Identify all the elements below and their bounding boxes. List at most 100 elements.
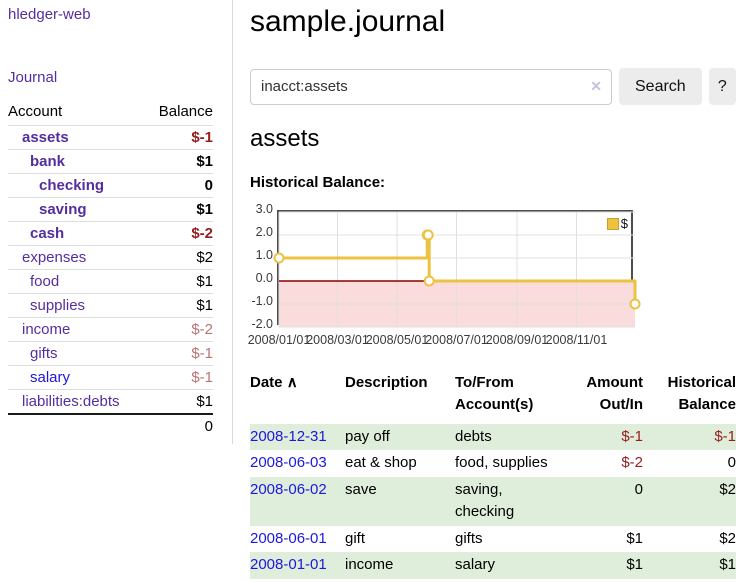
- sidebar-account-link[interactable]: gifts: [30, 345, 58, 362]
- transaction-description: gift: [345, 529, 366, 547]
- transaction-date-link[interactable]: 2008-06-01: [250, 529, 327, 547]
- sidebar: hledger-web Journal Account Balance asse…: [0, 0, 233, 444]
- transaction-description: income: [345, 556, 394, 573]
- account-row: checking 0: [8, 173, 213, 198]
- y-axis-tick-label: 3.0: [255, 202, 273, 216]
- search-button[interactable]: Search: [619, 68, 702, 105]
- transaction-date-cell: 2008-12-31: [250, 424, 345, 451]
- account-balance: $-1: [145, 125, 213, 150]
- register-header-row: Date ∧ Description To/From Account(s) Am…: [250, 370, 736, 424]
- account-balance: $2: [145, 245, 213, 270]
- y-axis-tick-label: -2.0: [251, 317, 273, 331]
- transaction-date-link[interactable]: 2008-12-31: [250, 427, 327, 445]
- account-row: cash $-2: [8, 221, 213, 246]
- search-box: ✕: [250, 68, 612, 105]
- chart-plot-area[interactable]: $: [273, 210, 641, 328]
- account-row: bank $1: [8, 149, 213, 174]
- account-balance: $-1: [145, 365, 213, 390]
- transaction-description: pay off: [345, 427, 390, 445]
- accounts-header-row: Account Balance: [8, 100, 213, 126]
- account-balance: $1: [145, 293, 213, 318]
- x-axis-tick-label: 2008/03/01: [306, 333, 369, 347]
- transaction-amount: 0: [634, 480, 643, 498]
- register-row: 2008-12-31 pay off debts $-1 $-1: [250, 423, 736, 451]
- accounts-header-account: Account: [8, 103, 63, 120]
- y-axis-tick-label: 0.0: [255, 271, 273, 285]
- sidebar-account-link[interactable]: saving: [39, 201, 87, 218]
- transaction-date-cell: 2008-06-03: [250, 450, 345, 477]
- account-balance: $1: [145, 269, 213, 294]
- register-row: 2008-06-01 gift gifts $1 $2: [250, 526, 736, 553]
- y-axis-tick-label: 1.0: [255, 248, 273, 262]
- date-header-label: Date: [250, 374, 283, 391]
- main-content: sample.journal ✕ Search ? assets Histori…: [233, 0, 742, 579]
- sidebar-account-link[interactable]: expenses: [22, 249, 87, 266]
- transaction-amount: $-1: [621, 427, 643, 445]
- sidebar-account-link[interactable]: liabilities:debts: [22, 393, 120, 410]
- sort-ascending-icon: ∧: [286, 374, 298, 391]
- journal-nav: Journal: [8, 69, 232, 86]
- balance-chart: $ 3.0 2.0 1.0 0.0 -1.0 -2.0 2008/01/01 2008/03/…: [247, 202, 736, 349]
- sidebar-account-link[interactable]: supplies: [30, 297, 86, 314]
- page-title: sample.journal: [250, 5, 446, 38]
- sidebar-account-link[interactable]: food: [30, 273, 60, 290]
- x-axis-tick-label: 2008/01/01: [247, 333, 311, 347]
- transaction-balance: 0: [727, 454, 736, 471]
- account-row: salary $-1: [8, 365, 213, 390]
- register-header-date[interactable]: Date ∧: [250, 370, 345, 424]
- transaction-amount: $1: [626, 529, 643, 547]
- account-row: supplies $1: [8, 293, 213, 318]
- sidebar-account-link[interactable]: salary: [30, 369, 71, 386]
- account-balance: $-2: [145, 221, 213, 246]
- account-row: gifts $-1: [8, 341, 213, 366]
- transaction-balance: $-1: [714, 427, 736, 445]
- accounts-table: Account Balance assets $-1 bank $1 checking 0…: [8, 100, 213, 438]
- sidebar-account-link[interactable]: cash: [30, 225, 65, 242]
- transaction-accounts: salary: [455, 556, 496, 573]
- help-button[interactable]: ?: [708, 68, 736, 105]
- app-brand: hledger-web: [8, 6, 232, 23]
- account-table-body: assets $-1 bank $1 checking 0 saving $1 cash $-2 e…: [8, 125, 213, 438]
- y-axis-tick-label: -1.0: [251, 294, 273, 308]
- account-balance: $-2: [145, 317, 213, 342]
- sidebar-account-link[interactable]: income: [22, 321, 71, 338]
- legend-label: $: [620, 216, 628, 231]
- sidebar-account-link[interactable]: bank: [30, 153, 66, 170]
- register-row: 2008-06-02 save saving, checking 0 $2: [250, 476, 736, 526]
- transaction-date-link[interactable]: 2008-06-02: [250, 480, 327, 498]
- transaction-accounts: debts: [455, 427, 492, 445]
- account-balance: $1: [145, 197, 213, 222]
- account-row: liabilities:debts $1: [8, 389, 213, 414]
- transaction-date-link[interactable]: 2008-01-01: [250, 556, 327, 573]
- chart-title: Historical Balance:: [250, 174, 386, 191]
- chart-legend: $: [605, 215, 629, 232]
- transaction-description: save: [345, 480, 377, 498]
- accounts-header-balance: Balance: [158, 103, 213, 120]
- search-input[interactable]: [250, 68, 612, 105]
- clear-search-icon[interactable]: ✕: [590, 77, 602, 94]
- sidebar-account-link[interactable]: checking: [39, 177, 105, 194]
- transaction-accounts: gifts: [455, 529, 483, 547]
- account-row: food $1: [8, 269, 213, 294]
- transaction-balance: $2: [719, 480, 736, 498]
- account-balance: 0: [145, 173, 213, 198]
- register-row: 2008-01-01 income salary $1 $1: [250, 552, 736, 579]
- account-balance: $1: [145, 149, 213, 174]
- register-header-balance: Historical Balance: [667, 374, 736, 413]
- transaction-date-link[interactable]: 2008-06-03: [250, 454, 327, 471]
- sidebar-account-link[interactable]: assets: [22, 129, 69, 146]
- register-header-description: Description: [345, 374, 428, 391]
- account-heading: assets: [250, 125, 320, 152]
- register-table-body: 2008-12-31 pay off debts $-1 $-1 2008-06-03 ea…: [250, 423, 736, 579]
- accounts-total-row: 0: [8, 413, 213, 438]
- brand-link[interactable]: hledger-web: [8, 6, 91, 23]
- account-row: income $-2: [8, 317, 213, 342]
- transaction-accounts: food, supplies: [455, 454, 548, 471]
- transaction-balance: $1: [719, 556, 736, 573]
- accounts-total-value: 0: [145, 413, 213, 438]
- x-axis-tick-label: 2008/07/01: [425, 333, 488, 347]
- journal-link[interactable]: Journal: [8, 69, 58, 86]
- account-row: expenses $2: [8, 245, 213, 270]
- transaction-balance: $2: [719, 529, 736, 547]
